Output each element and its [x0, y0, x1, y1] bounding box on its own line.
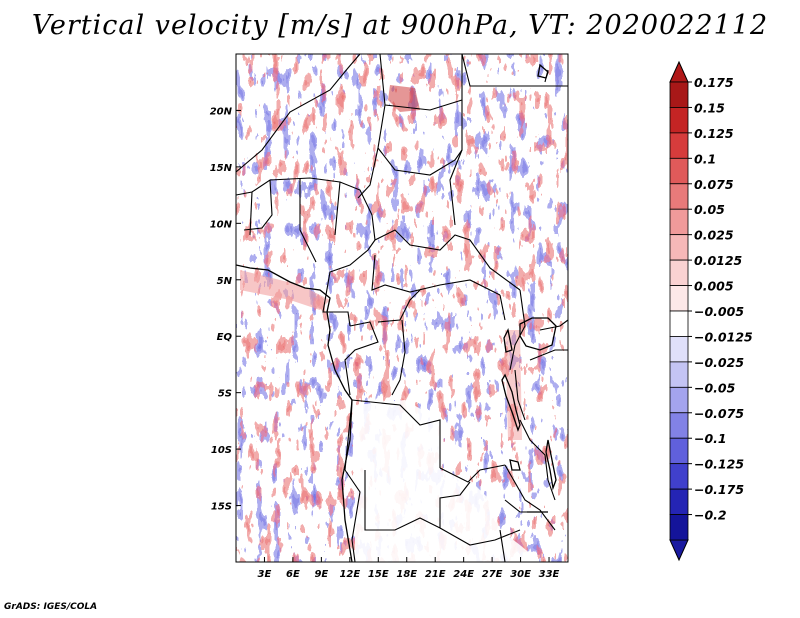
lake-victoria	[519, 317, 557, 351]
y-tick-label-20N: 20N	[210, 106, 233, 117]
y-tick-label-15S: 15S	[211, 502, 232, 513]
velocity-field	[236, 54, 568, 562]
colorbar-swatch	[669, 437, 689, 465]
colorbar-label: −0.025	[694, 355, 744, 370]
colorbar-label: 0.025	[694, 228, 734, 243]
colorbar-swatch	[669, 132, 689, 159]
colorbar-swatch	[669, 81, 689, 108]
red-hotspot-north	[388, 85, 420, 112]
y-tick-label-10S: 10S	[211, 445, 232, 456]
red-streak-guinea	[240, 270, 330, 310]
y-tick-label-5S: 5S	[218, 389, 232, 400]
x-tick-label-21E: 21E	[425, 569, 446, 580]
x-tick-label-6E: 6E	[286, 569, 300, 580]
colorbar-label: −0.05	[694, 380, 736, 395]
x-tick-label-12E: 12E	[339, 569, 360, 580]
colorbar-top-arrow	[669, 60, 689, 83]
coastlines	[236, 63, 557, 562]
x-tick-label-3E: 3E	[258, 569, 272, 580]
colorbar-swatch	[669, 285, 689, 312]
colorbar-label: 0.15	[694, 100, 725, 115]
x-tick-label-24E: 24E	[453, 569, 474, 580]
colorbar-label: −0.125	[694, 457, 744, 472]
x-tick-label-15E: 15E	[368, 569, 389, 580]
chart-title: Vertical velocity [m/s] at 900hPa, VT: 2…	[31, 10, 769, 41]
lake-tanganyika	[501, 373, 521, 432]
colorbar-label: −0.0125	[694, 329, 753, 344]
colorbar-swatch	[669, 107, 689, 134]
y-tick-label-10N: 10N	[210, 219, 233, 230]
quiet-region-southern-africa	[355, 400, 540, 562]
country-boundaries	[236, 54, 568, 562]
colorbar-label: 0.0125	[694, 253, 743, 268]
x-tick-label-27E: 27E	[482, 569, 503, 580]
y-tick-label-5N: 5N	[217, 276, 233, 287]
x-tick-label-30E: 30E	[510, 569, 531, 580]
colorbar-label: 0.1	[694, 151, 716, 166]
x-tick-label-9E: 9E	[314, 569, 328, 580]
colorbar-label: −0.1	[694, 431, 727, 446]
grads-credit: GrADS: IGES/COLA	[4, 602, 98, 612]
colorbar-label: −0.2	[694, 508, 727, 523]
colorbar: 0.175 0.15 0.125 0.1 0.075 0.05 0.025 0.0125 0.0…	[669, 60, 753, 562]
y-tick-label-15N: 15N	[210, 163, 233, 174]
colorbar-swatch	[669, 183, 689, 210]
colorbar-label: 0.05	[694, 202, 725, 217]
colorbar-swatch	[669, 412, 689, 439]
x-axis: 3E 6E 9E 12E 15E 18E 21E 24E 27E 30E 33E	[258, 557, 560, 580]
map-frame	[235, 53, 569, 563]
colorbar-label: 0.175	[694, 75, 734, 90]
colorbar-swatch	[669, 361, 689, 388]
colorbar-swatch	[669, 488, 689, 515]
lake-albert	[503, 328, 513, 353]
x-tick-label-18E: 18E	[396, 569, 417, 580]
colorbar-label: 0.125	[694, 126, 734, 141]
colorbar-swatch	[669, 310, 689, 337]
x-tick-label-33E: 33E	[539, 569, 560, 580]
colorbar-label: −0.075	[694, 406, 744, 421]
colorbar-swatch	[669, 514, 689, 541]
colorbar-label: 0.075	[694, 177, 734, 192]
colorbar-label: −0.005	[694, 304, 744, 319]
colorbar-swatch	[669, 234, 689, 261]
colorbar-swatch	[669, 386, 689, 414]
colorbar-swatch	[669, 208, 689, 236]
colorbar-swatch	[669, 463, 689, 490]
y-tick-label-EQ: EQ	[217, 332, 233, 343]
colorbar-swatch	[669, 336, 689, 363]
colorbar-bottom-arrow	[669, 539, 689, 562]
colorbar-label: −0.175	[694, 482, 744, 497]
y-axis: 20N 15N 10N 5N EQ 5S 10S 15S	[210, 106, 241, 513]
colorbar-swatch	[669, 259, 689, 286]
colorbar-swatch	[669, 157, 689, 185]
red-streak-east	[505, 330, 522, 440]
colorbar-label: 0.005	[694, 279, 734, 294]
lake-malawi	[545, 439, 557, 491]
